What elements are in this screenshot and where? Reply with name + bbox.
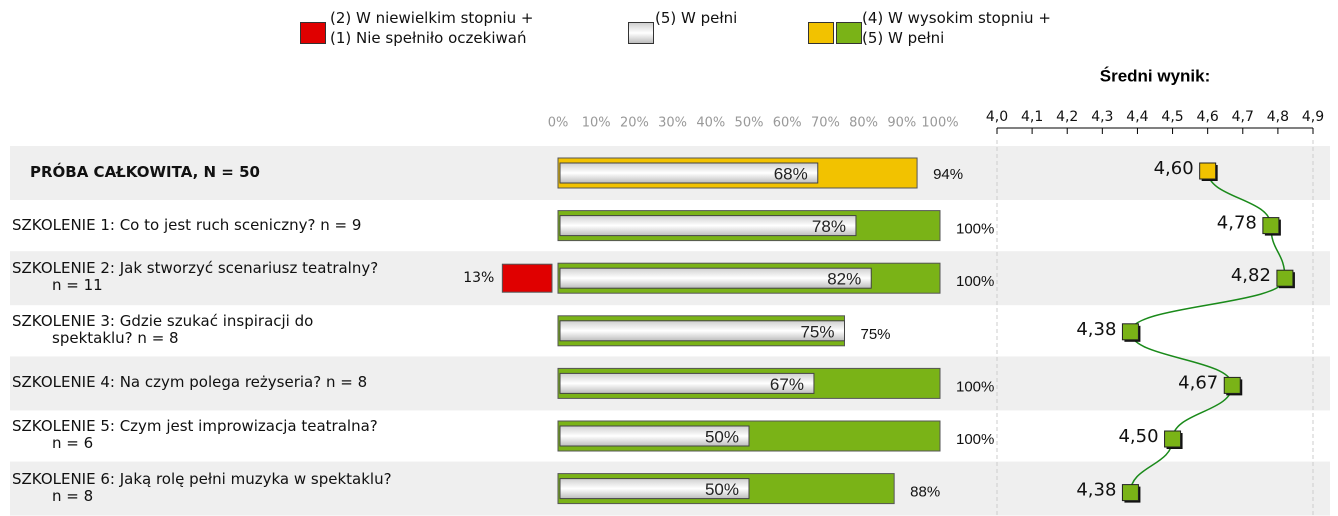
x-tick-label: 100%: [921, 116, 958, 131]
mean-tick-label: 4,4: [1126, 109, 1148, 125]
legend-swatch: [628, 22, 654, 44]
x-tick-label: 20%: [620, 116, 649, 131]
mean-tick-label: 4,0: [986, 109, 1008, 125]
mean-label: 4,38: [1076, 480, 1116, 501]
bar-full: [559, 267, 872, 289]
category-label: SZKOLENIE 4: Na czym polega reżyseria? n…: [12, 373, 368, 392]
mean-point: [1199, 162, 1217, 180]
bar-total-label: 88%: [910, 484, 940, 501]
mean-point: [1262, 217, 1280, 235]
mean-label: 4,67: [1178, 372, 1218, 393]
bar-total-label: 100%: [956, 378, 994, 395]
mean-tick-label: 4,7: [1232, 109, 1254, 125]
mean-tick-label: 4,5: [1161, 109, 1183, 125]
row-backgrounds: [10, 146, 1330, 516]
x-tick-label: 0%: [548, 116, 569, 131]
mean-tick-label: 4,2: [1056, 109, 1078, 125]
bar-full-label: 67%: [770, 375, 804, 394]
bar-full: [559, 162, 819, 184]
mean-tick-label: 4,8: [1267, 109, 1289, 125]
mean-title: Średni wynik:: [1100, 66, 1211, 85]
x-tick-label: 70%: [811, 116, 840, 131]
bar-negative: [501, 263, 553, 293]
bar-full-label: 82%: [827, 270, 861, 289]
x-tick-label: 80%: [849, 116, 878, 131]
legend-label: (2) W niewielkim stopniu + (1) Nie spełn…: [330, 9, 534, 47]
bar-full-label: 68%: [774, 164, 808, 183]
mean-point: [1164, 430, 1182, 448]
mean-tick-label: 4,3: [1091, 109, 1113, 125]
legend-label: (4) W wysokim stopniu + (5) W pełni: [862, 9, 1051, 47]
bar-total-label: 100%: [956, 273, 994, 290]
mean-label: 4,50: [1118, 426, 1158, 447]
category-label: PRÓBA CAŁKOWITA, N = 50: [30, 163, 260, 181]
mean-point: [1223, 376, 1241, 394]
category-label: SZKOLENIE 3: Gdzie szukać inspiracji do …: [12, 311, 314, 347]
bar-full-label: 50%: [705, 427, 739, 446]
legend-swatch: [808, 22, 834, 44]
bar-full: [559, 425, 750, 447]
legend-label: (5) W pełni: [655, 9, 738, 27]
bar-total-label: 94%: [933, 166, 963, 183]
legend-swatch: [836, 22, 862, 44]
mean-tick-label: 4,6: [1197, 109, 1219, 125]
bar-full: [559, 478, 750, 500]
bar-total-label: 100%: [956, 431, 994, 448]
mean-label: 4,38: [1076, 319, 1116, 340]
legend-swatch: [300, 22, 326, 44]
mean-tick-label: 4,9: [1302, 109, 1324, 125]
mean-point: [1121, 323, 1139, 341]
mean-point: [1121, 484, 1139, 502]
bar-total-label: 75%: [861, 326, 891, 343]
x-tick-label: 30%: [658, 116, 687, 131]
mean-point: [1276, 269, 1294, 287]
bar-full-label: 78%: [812, 217, 846, 236]
bar-full: [559, 215, 857, 237]
bar-full-label: 75%: [800, 322, 834, 341]
x-tick-label: 90%: [887, 116, 916, 131]
bar-total-label: 100%: [956, 221, 994, 238]
bar-full-label: 50%: [705, 480, 739, 499]
category-label: SZKOLENIE 2: Jak stworzyć scenariusz tea…: [12, 259, 379, 295]
bar-full: [559, 320, 845, 342]
x-tick-label: 10%: [582, 116, 611, 131]
mean-tick-label: 4,1: [1021, 109, 1043, 125]
x-tick-label: 50%: [735, 116, 764, 131]
bar-negative-label: 13%: [463, 270, 494, 286]
bar-full: [559, 372, 815, 394]
mean-label: 4,82: [1231, 265, 1271, 286]
mean-label: 4,60: [1154, 158, 1194, 179]
x-tick-label: 60%: [773, 116, 802, 131]
category-label: SZKOLENIE 1: Co to jest ruch sceniczny? …: [12, 215, 362, 234]
category-label: SZKOLENIE 6: Jaką rolę pełni muzyka w sp…: [12, 469, 392, 505]
x-tick-label: 40%: [696, 116, 725, 131]
mean-label: 4,78: [1217, 213, 1257, 234]
category-label: SZKOLENIE 5: Czym jest improwizacja teat…: [12, 417, 378, 452]
